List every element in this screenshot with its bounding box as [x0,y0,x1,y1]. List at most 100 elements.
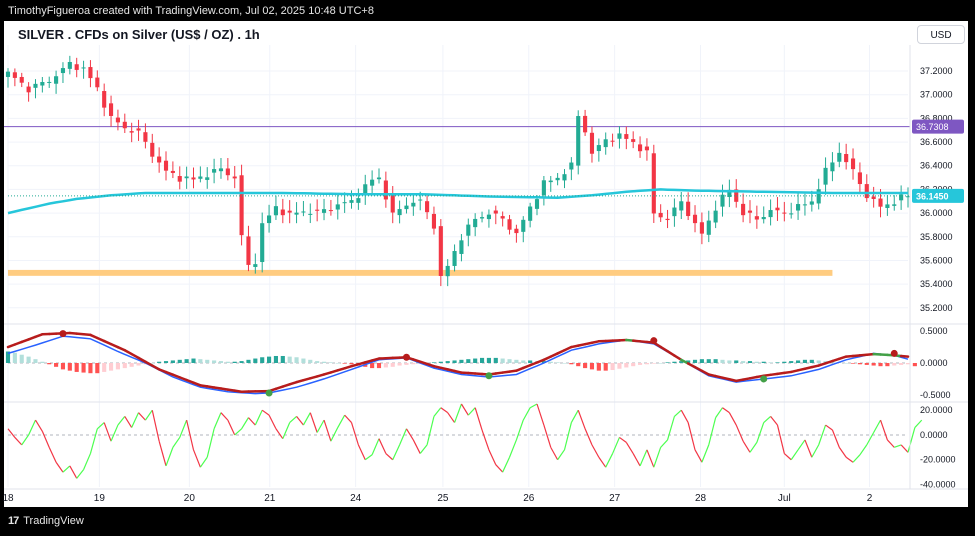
oscillator-tick-label: -40.0000 [920,480,956,490]
macd-histogram-bar [486,357,491,363]
candle [706,220,711,235]
level-price-label: 36.7308 [916,122,949,132]
oscillator-segment [770,416,778,426]
candle [569,162,574,170]
oscillator-segment [838,447,847,458]
oscillator-segment [866,432,875,446]
candle [610,140,615,142]
macd-histogram-bar [102,363,107,372]
macd-pane[interactable] [5,330,917,397]
candle [720,194,725,207]
candle [727,189,732,198]
candle [741,203,746,216]
currency-button[interactable]: USD [917,25,965,44]
oscillator-segment [179,419,188,438]
macd-cross-marker [890,349,898,357]
oscillator-segment [831,429,840,448]
macd-histogram-bar [775,362,780,363]
macd-histogram-bar [452,360,457,363]
date-tick-label: 26 [523,493,535,504]
macd-histogram-bar [713,359,718,363]
date-tick-label: 21 [264,493,276,504]
oscillator-segment [227,419,236,436]
price-tick-label: 35.4000 [920,279,953,289]
oscillator-segment [309,412,318,433]
candle [885,204,890,208]
macd-histogram-bar [184,359,189,363]
macd-histogram-bar [287,356,292,363]
oscillator-segment [811,444,820,458]
oscillator-tick-label: 0.0000 [920,430,948,440]
oscillator-segment [474,407,483,431]
oscillator-segment [21,434,30,446]
macd-histogram-bar [315,361,320,363]
chart-canvas [4,21,968,507]
price-pane[interactable] [4,55,911,287]
candle [892,204,897,206]
oscillator-segment [886,439,895,448]
macd-histogram-bar [308,359,313,363]
candle [40,82,45,86]
oscillator-segment [612,437,621,454]
macd-histogram-bar [789,361,794,363]
candle [425,201,430,213]
macd-histogram-bar [658,363,663,364]
oscillator-segment [199,456,208,468]
macd-histogram-bar [727,360,732,363]
oscillator-segment [619,436,627,443]
candle [541,180,546,196]
oscillator-segment [674,409,682,417]
candle [19,76,24,83]
candle [466,224,471,236]
candle [686,201,691,217]
oscillator-segment [797,439,806,451]
oscillator-pane[interactable] [7,403,923,479]
oscillator-segment [213,412,222,430]
oscillator-segment [426,416,435,446]
oscillator-segment [653,447,662,468]
candle [796,204,801,211]
oscillator-segment [687,422,696,450]
oscillator-segment [275,428,284,440]
macd-histogram-bar [239,361,244,363]
oscillator-segment [756,422,765,443]
macd-signal-segment [102,339,113,346]
oscillator-segment [488,449,497,465]
macd-histogram-bar [878,363,883,367]
candle [397,209,402,216]
macd-histogram-bar [555,362,560,363]
candle [294,212,299,215]
oscillator-segment [708,417,717,446]
candle [418,199,423,201]
macd-histogram-bar [390,363,395,367]
macd-histogram-bar [67,363,72,371]
candle [459,240,464,254]
macd-histogram-bar [136,363,141,366]
macd-signal-segment [151,364,161,371]
candle [356,198,361,203]
macd-histogram-bar [699,359,704,363]
tradingview-wordmark: TradingView [23,515,84,527]
candle [431,213,437,229]
candle [260,223,265,263]
tradingview-logo[interactable]: 17 TradingView [8,515,84,527]
candle [205,177,210,180]
oscillator-segment [248,417,256,426]
candle [899,194,904,201]
macd-histogram-bar [33,359,38,363]
macd-histogram-bar [198,359,203,363]
macd-histogram-bar [479,357,485,363]
candle [370,179,375,186]
candle [108,103,114,116]
oscillator-segment [48,447,57,463]
oscillator-segment [763,415,771,424]
oscillator-segment [907,427,916,453]
candle [583,115,588,133]
macd-histogram-bar [651,363,656,364]
oscillator-segment [550,447,559,461]
candle [170,170,175,173]
macd-histogram-bar [576,363,581,367]
candle [603,139,608,148]
tradingview-mark-icon: 17 [8,515,19,527]
